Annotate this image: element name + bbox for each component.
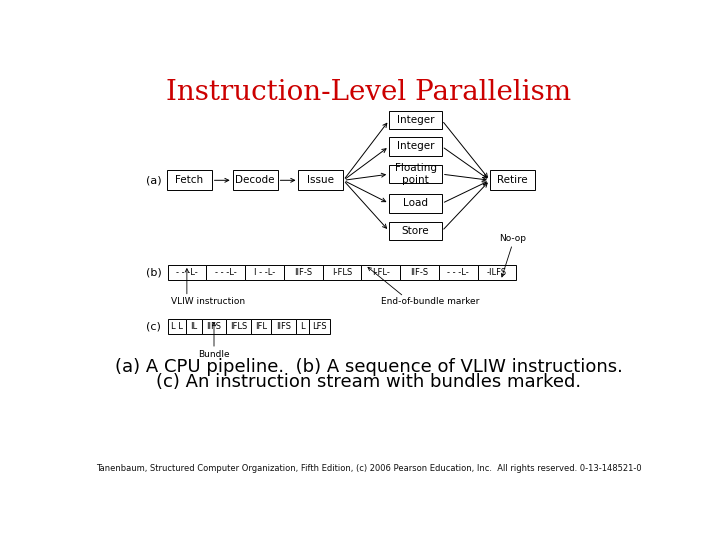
Text: Retire: Retire — [497, 176, 528, 185]
Bar — [233, 170, 277, 190]
Text: Integer: Integer — [397, 141, 434, 151]
Bar — [186, 319, 202, 334]
Text: IFL: IFL — [256, 322, 267, 331]
Text: -ILFS: -ILFS — [487, 268, 507, 277]
Text: L L: L L — [171, 322, 183, 331]
Text: I - -L-: I - -L- — [253, 268, 275, 277]
Bar — [361, 265, 400, 280]
Text: End-of-bundle marker: End-of-bundle marker — [381, 298, 479, 306]
Text: - - -L-: - - -L- — [215, 268, 236, 277]
Text: Load: Load — [403, 198, 428, 208]
Text: Integer: Integer — [397, 115, 434, 125]
Bar — [206, 265, 245, 280]
Bar — [299, 170, 343, 190]
Bar — [309, 319, 330, 334]
Text: No-op: No-op — [499, 234, 526, 244]
Text: Issue: Issue — [307, 176, 335, 185]
Bar — [477, 265, 516, 280]
Text: - - -L-: - - -L- — [176, 268, 198, 277]
Bar — [167, 170, 212, 190]
Text: Decode: Decode — [235, 176, 275, 185]
Bar — [389, 137, 442, 156]
Bar — [168, 319, 186, 334]
Text: IFLS: IFLS — [230, 322, 248, 331]
Bar — [389, 222, 442, 240]
Text: Instruction-Level Parallelism: Instruction-Level Parallelism — [166, 79, 572, 106]
Text: - - -L-: - - -L- — [447, 268, 469, 277]
Text: Store: Store — [402, 226, 429, 236]
Text: (a) A CPU pipeline.  (b) A sequence of VLIW instructions.: (a) A CPU pipeline. (b) A sequence of VL… — [115, 357, 623, 376]
Bar — [389, 111, 442, 130]
Bar — [400, 265, 438, 280]
Text: VLIW instruction: VLIW instruction — [171, 298, 246, 306]
Bar — [284, 265, 323, 280]
Bar — [490, 170, 535, 190]
Bar — [226, 319, 251, 334]
Text: IIF-S: IIF-S — [410, 268, 428, 277]
Text: IIF-S: IIF-S — [294, 268, 312, 277]
Bar — [438, 265, 477, 280]
Text: IIFS: IIFS — [276, 322, 292, 331]
Text: IIFS: IIFS — [207, 322, 222, 331]
Text: I-FLS: I-FLS — [332, 268, 352, 277]
Bar — [389, 194, 442, 213]
Text: Floating
point: Floating point — [395, 163, 436, 185]
Text: L: L — [300, 322, 305, 331]
Bar — [296, 319, 309, 334]
Bar — [168, 265, 206, 280]
Bar — [245, 265, 284, 280]
Text: I-FL-: I-FL- — [372, 268, 390, 277]
Text: Fetch: Fetch — [175, 176, 203, 185]
Bar — [202, 319, 226, 334]
Text: Bundle: Bundle — [198, 350, 230, 359]
Text: IL: IL — [190, 322, 197, 331]
Bar — [323, 265, 361, 280]
Bar — [271, 319, 296, 334]
Text: (b): (b) — [145, 268, 161, 278]
Text: Tanenbaum, Structured Computer Organization, Fifth Edition, (c) 2006 Pearson Edu: Tanenbaum, Structured Computer Organizat… — [96, 464, 642, 473]
Text: (c): (c) — [146, 322, 161, 332]
Text: (c) An instruction stream with bundles marked.: (c) An instruction stream with bundles m… — [156, 373, 582, 391]
Text: (a): (a) — [145, 176, 161, 185]
Bar — [251, 319, 271, 334]
Bar — [389, 165, 442, 184]
Text: LFS: LFS — [312, 322, 327, 331]
